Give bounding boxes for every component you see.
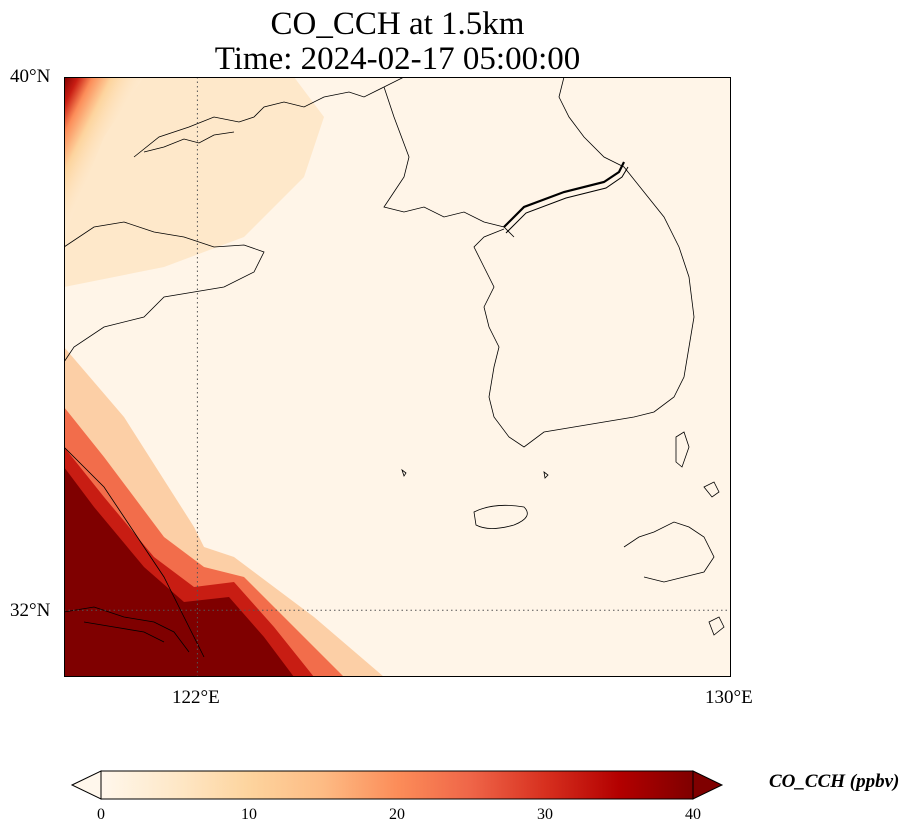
map-frame [64,77,731,677]
colorbar-tick-40: 40 [685,806,701,823]
colorbar-gradient [100,770,694,800]
map-panel [63,76,731,677]
colorbar-tick-30: 30 [537,806,553,823]
colorbar-extend-max [692,770,724,800]
lon-tick-130: 130°E [705,687,753,708]
lat-tick-32: 32°N [10,600,51,621]
nw-high-band [64,77,144,237]
map-title-line2: Time: 2024-02-17 05:00:00 [214,41,581,77]
colorbar-extend-min [70,770,102,800]
map-svg [63,76,731,677]
colorbar-tick-20: 20 [389,806,405,823]
lon-tick-122: 122°E [172,687,220,708]
coastlines [63,76,725,658]
colorbar-tick-10: 10 [241,806,257,823]
colorbar [70,770,724,800]
lat-tick-40: 40°N [10,66,51,87]
nw-plume [64,77,324,287]
sw-plume-core [64,467,294,677]
colorbar-label: CO_CCH (ppbv) [769,771,900,792]
map-title-line1: CO_CCH at 1.5km [270,6,525,42]
colorbar-tick-0: 0 [97,806,105,823]
